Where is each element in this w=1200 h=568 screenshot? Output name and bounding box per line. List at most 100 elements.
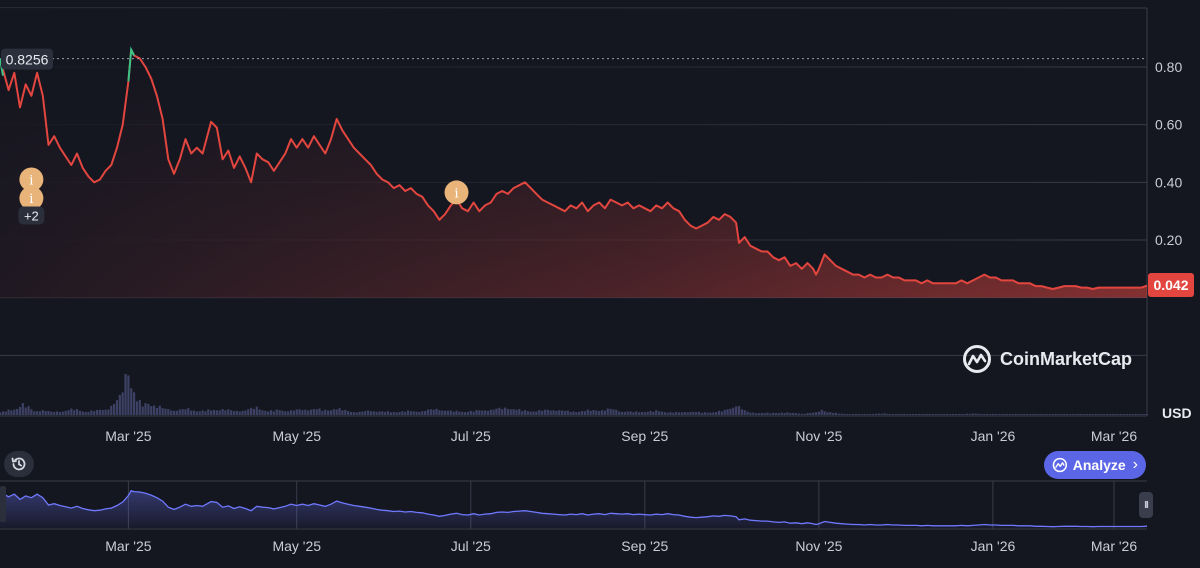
volume-bar <box>107 409 110 415</box>
analyze-button[interactable]: Analyze › <box>1044 451 1146 479</box>
volume-bar <box>327 410 330 415</box>
volume-bar <box>549 410 552 415</box>
volume-bar <box>392 412 395 415</box>
volume-bar <box>1048 414 1052 415</box>
volume-bar <box>1026 414 1029 415</box>
volume-bar <box>600 410 604 415</box>
volume-bar <box>181 409 184 415</box>
volume-bar <box>278 410 281 415</box>
navigator-right-handle[interactable]: II <box>1139 492 1153 518</box>
volume-bar <box>1103 414 1106 415</box>
volume-bar <box>1085 414 1089 415</box>
volume-bar <box>669 412 672 415</box>
navigator-x-tick-label: Nov '25 <box>795 538 842 554</box>
volume-bar <box>789 412 792 415</box>
volume-bar <box>586 409 589 415</box>
volume-bar <box>481 410 484 415</box>
volume-bar <box>803 413 806 415</box>
volume-bar <box>441 410 444 415</box>
volume-bar <box>763 413 766 415</box>
volume-bar <box>697 411 701 415</box>
navigator-x-tick-label: Mar '26 <box>1091 538 1137 554</box>
volume-bar <box>960 414 963 415</box>
volume-bar <box>543 409 547 415</box>
volume-bar <box>1011 414 1014 415</box>
volume-bar <box>755 413 758 415</box>
volume-bar <box>486 410 490 415</box>
volume-bar <box>737 406 741 415</box>
volume-bar <box>461 411 464 415</box>
event-more-badge <box>18 206 45 225</box>
volume-bar <box>221 408 224 415</box>
volume-bar <box>806 413 809 415</box>
volume-bar <box>184 409 187 415</box>
history-button[interactable] <box>4 451 34 477</box>
volume-bar <box>386 411 390 415</box>
volume-bar <box>638 412 641 415</box>
volume-bar <box>620 411 624 415</box>
volume-bar <box>740 409 743 415</box>
volume-bar <box>152 405 156 415</box>
volume-bar <box>1051 414 1054 415</box>
volume-bar <box>1006 414 1009 415</box>
volume-bar <box>555 410 558 415</box>
event-marker-icon[interactable] <box>19 167 44 192</box>
volume-bar <box>686 412 689 415</box>
volume-bar <box>113 404 116 415</box>
navigator-left-handle[interactable] <box>0 486 6 522</box>
volume-bar <box>47 410 50 415</box>
volume-bar <box>780 412 783 415</box>
x-tick-label: Mar '25 <box>105 428 151 444</box>
volume-bar <box>483 410 487 415</box>
volume-bar <box>518 409 521 415</box>
volume-bar <box>406 410 410 415</box>
volume-bar <box>883 413 886 415</box>
volume-bar <box>609 408 612 415</box>
volume-bar <box>729 408 732 415</box>
volume-bar <box>615 409 618 415</box>
volume-bar <box>1077 413 1080 415</box>
volume-bar <box>603 410 606 415</box>
volume-bar <box>133 392 136 415</box>
volume-bar <box>121 392 124 415</box>
volume-bar <box>115 400 119 415</box>
volume-bar <box>1143 414 1146 415</box>
volume-bar <box>886 413 889 415</box>
volume-bar <box>589 410 592 415</box>
navigator-x-tick-label: Jul '25 <box>451 538 491 554</box>
volume-bar <box>1 411 4 415</box>
volume-bar <box>355 412 358 415</box>
volume-bar <box>352 412 355 415</box>
x-tick-label: Mar '26 <box>1091 428 1137 444</box>
volume-bar <box>777 413 781 415</box>
volume-bar <box>144 403 147 415</box>
event-marker-icon[interactable] <box>444 180 469 205</box>
range-navigator[interactable] <box>0 480 1148 530</box>
volume-bar <box>289 410 293 415</box>
volume-bar <box>401 411 404 415</box>
volume-bar <box>1040 414 1043 415</box>
volume-bar <box>104 409 107 415</box>
volume-bar <box>903 413 906 415</box>
volume-bar <box>372 411 375 415</box>
volume-bar <box>700 412 703 415</box>
volume-bar <box>598 411 601 415</box>
volume-bar <box>378 411 381 415</box>
volume-bar <box>218 410 221 415</box>
price-area-fade <box>0 8 1147 298</box>
volume-bar <box>50 411 53 415</box>
event-marker-icon[interactable] <box>19 186 44 211</box>
volume-bar <box>1137 414 1140 415</box>
volume-bar <box>10 410 13 415</box>
volume-bar <box>215 410 218 415</box>
volume-bar <box>880 413 883 415</box>
volume-bar <box>583 411 587 415</box>
coinmarketcap-logo-icon <box>963 345 991 373</box>
volume-bar <box>988 414 992 415</box>
volume-bar <box>469 410 472 415</box>
volume-bar <box>70 408 73 415</box>
volume-bar <box>478 410 481 415</box>
price-line-up-segment <box>127 46 135 82</box>
volume-bar <box>954 414 957 415</box>
